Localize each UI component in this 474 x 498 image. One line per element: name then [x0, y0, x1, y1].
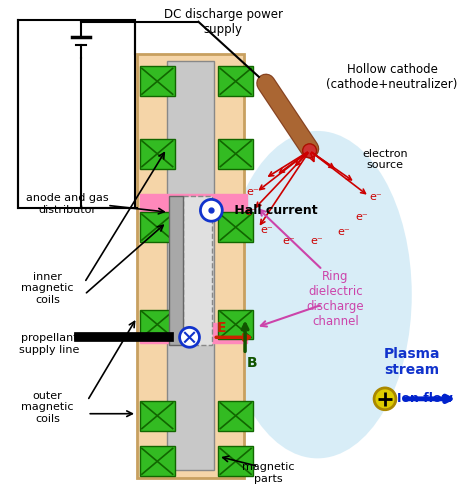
- Text: e⁻: e⁻: [310, 236, 323, 246]
- Bar: [140, 447, 174, 476]
- Bar: [169, 196, 182, 345]
- Text: e⁻: e⁻: [244, 207, 257, 217]
- Text: DC discharge power
supply: DC discharge power supply: [164, 8, 283, 36]
- Text: propellant
supply line: propellant supply line: [19, 333, 80, 355]
- Circle shape: [180, 327, 200, 347]
- Bar: [18, 20, 135, 208]
- Text: e⁻: e⁻: [355, 212, 368, 222]
- Circle shape: [201, 199, 222, 221]
- Text: inner
magnetic
coils: inner magnetic coils: [21, 272, 74, 305]
- Circle shape: [374, 388, 396, 410]
- Text: E: E: [216, 321, 226, 335]
- Text: Hall current: Hall current: [230, 204, 318, 217]
- Bar: [137, 53, 244, 478]
- Text: e⁻: e⁻: [337, 227, 350, 237]
- Bar: [219, 447, 253, 476]
- Text: Ring
dielectric
discharge
channel: Ring dielectric discharge channel: [307, 270, 364, 328]
- Bar: [140, 139, 174, 169]
- Bar: [140, 310, 174, 339]
- Ellipse shape: [223, 131, 412, 458]
- Bar: [182, 196, 212, 345]
- Text: anode and gas
distributor: anode and gas distributor: [26, 193, 109, 215]
- Text: e⁻: e⁻: [260, 225, 273, 235]
- Bar: [140, 194, 247, 214]
- Bar: [140, 194, 247, 214]
- Bar: [167, 61, 214, 470]
- Text: electron
source: electron source: [362, 149, 408, 170]
- Text: outer
magnetic
coils: outer magnetic coils: [21, 391, 74, 424]
- Text: e⁻: e⁻: [246, 187, 259, 197]
- Bar: [219, 401, 253, 431]
- Circle shape: [302, 144, 317, 158]
- Bar: [219, 139, 253, 169]
- Bar: [219, 212, 253, 242]
- Text: Hollow cathode
(cathode+neutralizer): Hollow cathode (cathode+neutralizer): [326, 63, 457, 92]
- Bar: [140, 212, 174, 242]
- Bar: [140, 323, 247, 343]
- Bar: [140, 401, 174, 431]
- Text: e⁻: e⁻: [369, 192, 382, 202]
- Text: Ion flow: Ion flow: [397, 392, 453, 405]
- Text: B: B: [247, 356, 258, 370]
- Text: e⁻: e⁻: [283, 236, 296, 246]
- Bar: [140, 66, 174, 96]
- Text: magnetic
parts: magnetic parts: [242, 462, 294, 484]
- Bar: [219, 66, 253, 96]
- Bar: [219, 310, 253, 339]
- Text: Plasma
stream: Plasma stream: [383, 347, 440, 377]
- Bar: [140, 323, 247, 343]
